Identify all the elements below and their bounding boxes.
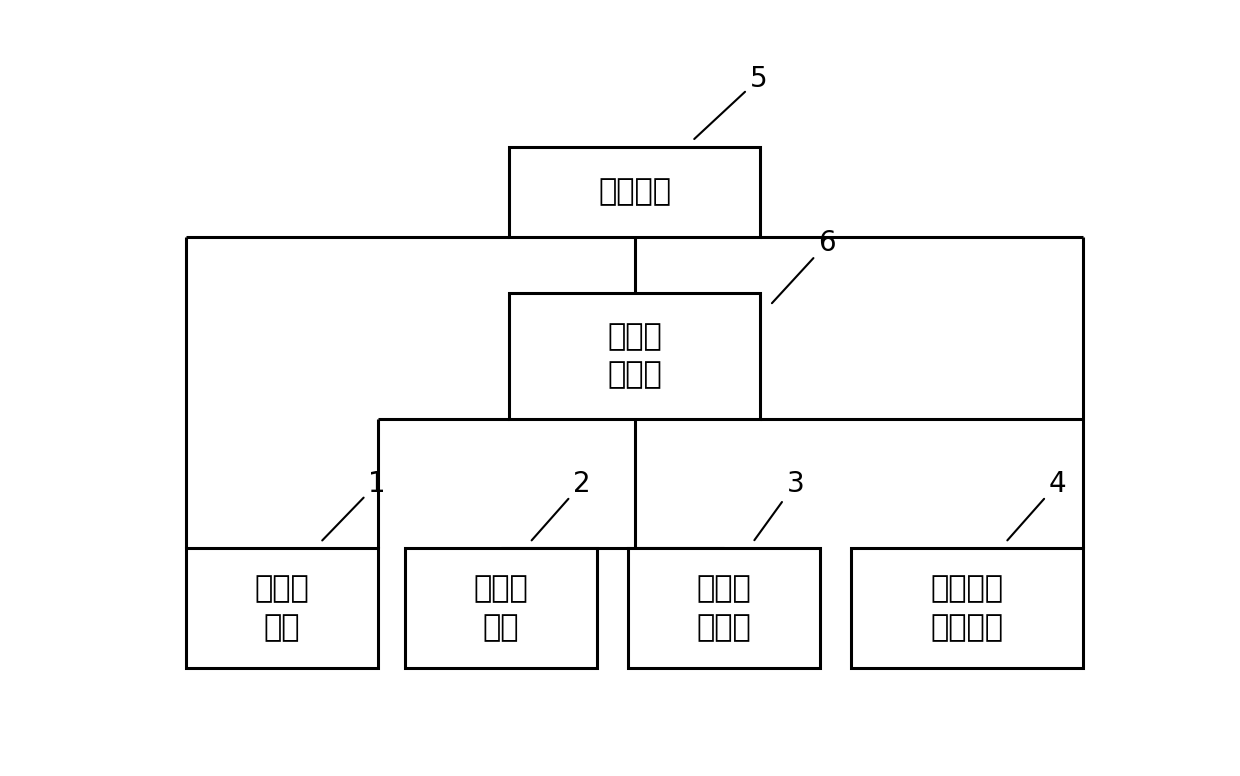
Bar [404, 549, 598, 668]
Text: 3: 3 [754, 469, 804, 540]
Text: 1: 1 [322, 469, 386, 540]
Text: 6: 6 [773, 230, 836, 303]
Bar [627, 549, 820, 668]
Text: 风力发
电站: 风力发 电站 [474, 574, 528, 642]
Bar [851, 549, 1084, 668]
Bar [508, 293, 760, 419]
Text: 压缩空气
储能系统: 压缩空气 储能系统 [930, 574, 1003, 642]
Text: 火力发
电站: 火力发 电站 [254, 574, 309, 642]
Text: 4: 4 [1007, 469, 1066, 540]
Text: 2: 2 [532, 469, 590, 540]
Bar [508, 147, 760, 237]
Text: 需求负
荷系统: 需求负 荷系统 [608, 323, 662, 390]
Bar [186, 549, 378, 668]
Text: 生物质
发电站: 生物质 发电站 [697, 574, 751, 642]
Text: 5: 5 [694, 65, 768, 139]
Text: 电网系统: 电网系统 [598, 177, 671, 206]
